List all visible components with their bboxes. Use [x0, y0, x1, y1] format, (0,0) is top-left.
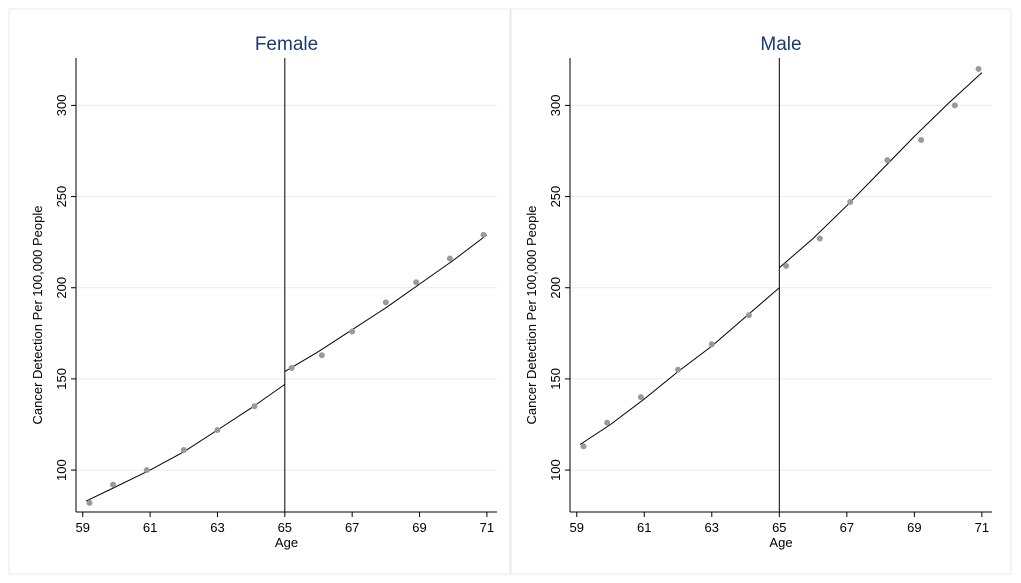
data-point	[951, 102, 958, 109]
x-tick-label-71: 71	[480, 520, 494, 535]
x-tick-label-63: 63	[210, 520, 224, 535]
x-axis-title: Age	[275, 535, 298, 550]
data-point	[884, 157, 891, 164]
data-point	[251, 403, 258, 410]
data-point	[604, 419, 611, 426]
x-axis-title: Age	[769, 535, 792, 550]
chart-panel-male: 100 150 200 250 300 59 61 63 65 67 69 71 Male Age Canc…	[510, 8, 1012, 575]
data-point	[214, 426, 221, 433]
y-tick-label-150: 150	[54, 368, 69, 390]
data-point	[918, 137, 925, 144]
data-point	[413, 279, 420, 286]
x-tick-label-69: 69	[412, 520, 426, 535]
x-tick-label-71: 71	[975, 520, 989, 535]
data-point	[708, 341, 715, 348]
y-tick-label-300: 300	[548, 95, 563, 117]
data-point	[318, 352, 325, 359]
x-tick-label-65: 65	[772, 520, 786, 535]
data-point	[86, 499, 93, 506]
data-point	[847, 199, 854, 206]
chart-panel-female: 100 150 200 250 300 59 61 63 65 67 69 71 Female Age Ca…	[8, 8, 511, 575]
data-point	[180, 447, 187, 454]
data-point	[143, 467, 150, 474]
panel-title: Male	[760, 34, 801, 55]
x-tick-label-61: 61	[637, 520, 651, 535]
data-point	[349, 328, 356, 335]
data-point	[675, 366, 682, 373]
x-tick-label-67: 67	[345, 520, 359, 535]
panel-title: Female	[255, 34, 318, 55]
y-axis-title: Cancer Detection Per 100,000 People	[30, 206, 45, 425]
x-tick-label-61: 61	[143, 520, 157, 535]
data-point	[480, 231, 487, 238]
x-tick-label-67: 67	[840, 520, 854, 535]
panel-background	[8, 8, 511, 575]
x-tick-label-59: 59	[570, 520, 584, 535]
y-axis-title: Cancer Detection Per 100,000 People	[524, 206, 539, 425]
data-point	[110, 481, 117, 488]
y-tick-label-200: 200	[54, 277, 69, 299]
data-point	[637, 394, 644, 401]
x-tick-label-65: 65	[278, 520, 292, 535]
y-tick-label-250: 250	[54, 186, 69, 208]
y-tick-label-200: 200	[548, 277, 563, 299]
y-tick-label-100: 100	[54, 459, 69, 481]
data-point	[580, 443, 587, 450]
y-tick-label-100: 100	[548, 459, 563, 481]
data-point	[975, 65, 982, 72]
x-tick-label-69: 69	[907, 520, 921, 535]
data-point	[783, 262, 790, 269]
data-point	[288, 364, 295, 371]
x-tick-label-59: 59	[76, 520, 90, 535]
fit-line-above-cutoff	[778, 72, 983, 269]
data-point	[446, 255, 453, 262]
fit-line-above-cutoff	[284, 234, 488, 373]
data-point	[745, 312, 752, 319]
data-point	[816, 235, 823, 242]
y-tick-label-150: 150	[548, 368, 563, 390]
y-tick-label-300: 300	[54, 95, 69, 117]
y-tick-label-250: 250	[548, 186, 563, 208]
x-tick-label-63: 63	[705, 520, 719, 535]
data-point	[382, 299, 389, 306]
panel-background	[510, 8, 1012, 575]
